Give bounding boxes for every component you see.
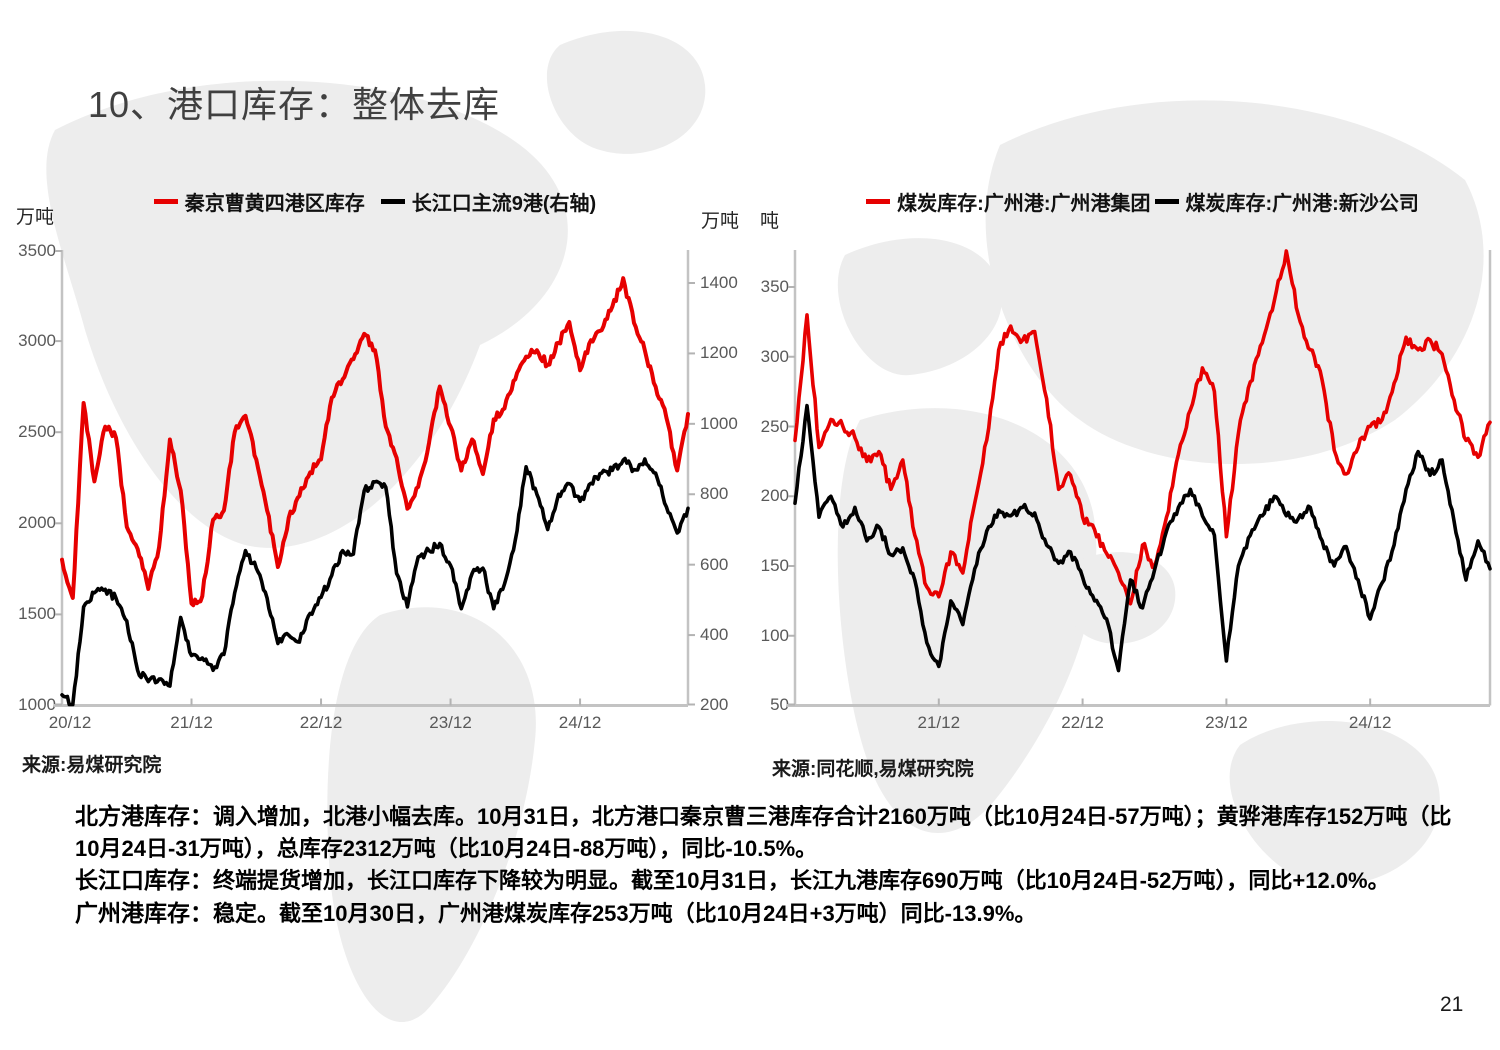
- y-axis-tick-label: 3500: [18, 241, 56, 260]
- left-chart-right-axis-unit: 万吨: [701, 211, 740, 232]
- y-axis-tick-label: 1500: [18, 604, 56, 624]
- chart-plot-area: [54, 250, 695, 707]
- legend-label: 煤炭库存:广州港:新沙公司: [1185, 192, 1419, 215]
- y-axis-tick-label: 50: [770, 694, 789, 714]
- chart-legend: 煤炭库存:广州港:广州港集团 煤炭库存:广州港:新沙公司: [795, 186, 1490, 216]
- note-paragraph: 北方港库存：调入增加，北港小幅去库。10月31日，北方港口秦京曹三港库存合计21…: [75, 800, 1453, 864]
- left-chart-left-axis-unit: 万吨: [16, 207, 55, 228]
- y-axis-tick-label: 100: [760, 625, 789, 645]
- x-axis-tick-label: 20/12: [48, 712, 92, 732]
- y-axis-tick-label: 2500: [18, 422, 56, 442]
- note-paragraph: 长江口库存：终端提货增加，长江口库存下降较为明显。截至10月31日，长江九港库存…: [75, 864, 1453, 897]
- note-body: 稳定。截至10月30日，广州港煤炭库存253万吨（比10月24日+3万吨）同比-…: [213, 900, 1037, 926]
- y-axis-tick-label: 1400: [700, 273, 738, 292]
- legend-line-icon: [866, 198, 891, 204]
- x-axis-tick-label: 22/12: [299, 712, 343, 732]
- y-axis-tick-label: 2000: [18, 513, 56, 533]
- x-axis-tick-label: 21/12: [170, 712, 213, 732]
- series-line-red: [60, 276, 690, 608]
- chart-source-right: 来源:同花顺,易煤研究院: [772, 759, 974, 780]
- summary-notes: 北方港库存：调入增加，北港小幅去库。10月31日，北方港口秦京曹三港库存合计21…: [75, 800, 1453, 929]
- y-axis-tick-label: 1000: [18, 694, 56, 714]
- note-lead: 长江口库存：: [75, 866, 213, 893]
- y-axis-tick-label: 3000: [18, 331, 56, 351]
- legend-item: 煤炭库存:广州港:广州港集团: [866, 187, 1151, 216]
- chart-source-left: 来源:易煤研究院: [22, 755, 162, 776]
- series-line-black: [60, 456, 690, 707]
- page-number: 21: [1440, 993, 1464, 1016]
- y-axis-tick-label: 200: [700, 694, 729, 714]
- note-lead: 北方港库存：: [75, 803, 213, 829]
- y-axis-tick-label: 250: [760, 416, 789, 436]
- y-axis-tick-label: 350: [760, 277, 789, 296]
- series-line-black: [793, 403, 1492, 673]
- legend-label: 长江口主流9港(右轴): [411, 192, 597, 215]
- y-axis-tick-label: 200: [760, 486, 789, 506]
- note-body: 调入增加，北港小幅去库。10月31日，北方港口秦京曹三港库存合计2160万吨（比…: [75, 804, 1452, 861]
- legend-line-icon: [153, 198, 178, 204]
- legend-label: 秦京曹黄四港区库存: [184, 192, 365, 215]
- note-paragraph: 广州港库存：稳定。截至10月30日，广州港煤炭库存253万吨（比10月24日+3…: [75, 897, 1453, 930]
- chart-legend: 秦京曹黄四港区库存 长江口主流9港(右轴): [62, 186, 688, 216]
- y-axis-tick-label: 300: [760, 346, 789, 366]
- y-axis-tick-label: 1000: [700, 413, 738, 433]
- note-lead: 广州港库存：: [75, 899, 213, 926]
- x-axis-tick-label: 23/12: [1205, 712, 1248, 732]
- y-axis-tick-label: 150: [760, 556, 789, 575]
- legend-item: 秦京曹黄四港区库存: [153, 187, 365, 216]
- x-axis-tick-label: 23/12: [429, 712, 472, 732]
- legend-item: 长江口主流9港(右轴): [380, 187, 597, 216]
- x-axis-tick-label: 24/12: [558, 712, 602, 732]
- y-axis-tick-label: 400: [700, 625, 729, 645]
- y-axis-tick-label: 1200: [700, 343, 738, 363]
- note-body: 终端提货增加，长江口库存下降较为明显。截至10月31日，长江九港库存690万吨（…: [213, 867, 1390, 893]
- x-axis-tick-label: 24/12: [1348, 712, 1392, 732]
- legend-line-icon: [1154, 198, 1179, 204]
- x-axis-tick-label: 22/12: [1061, 712, 1104, 732]
- legend-item: 煤炭库存:广州港:新沙公司: [1154, 187, 1419, 216]
- legend-line-icon: [380, 198, 405, 204]
- x-axis-tick-label: 21/12: [917, 712, 961, 732]
- legend-label: 煤炭库存:广州港:广州港集团: [897, 192, 1151, 215]
- chart-plot-area: [787, 249, 1492, 707]
- y-axis-tick-label: 600: [700, 554, 729, 574]
- series-line-red: [793, 249, 1492, 606]
- right-chart-left-axis-unit: 吨: [760, 211, 780, 232]
- page-title: 10、港口库存：整体去库: [88, 84, 501, 126]
- y-axis-tick-label: 800: [700, 484, 729, 504]
